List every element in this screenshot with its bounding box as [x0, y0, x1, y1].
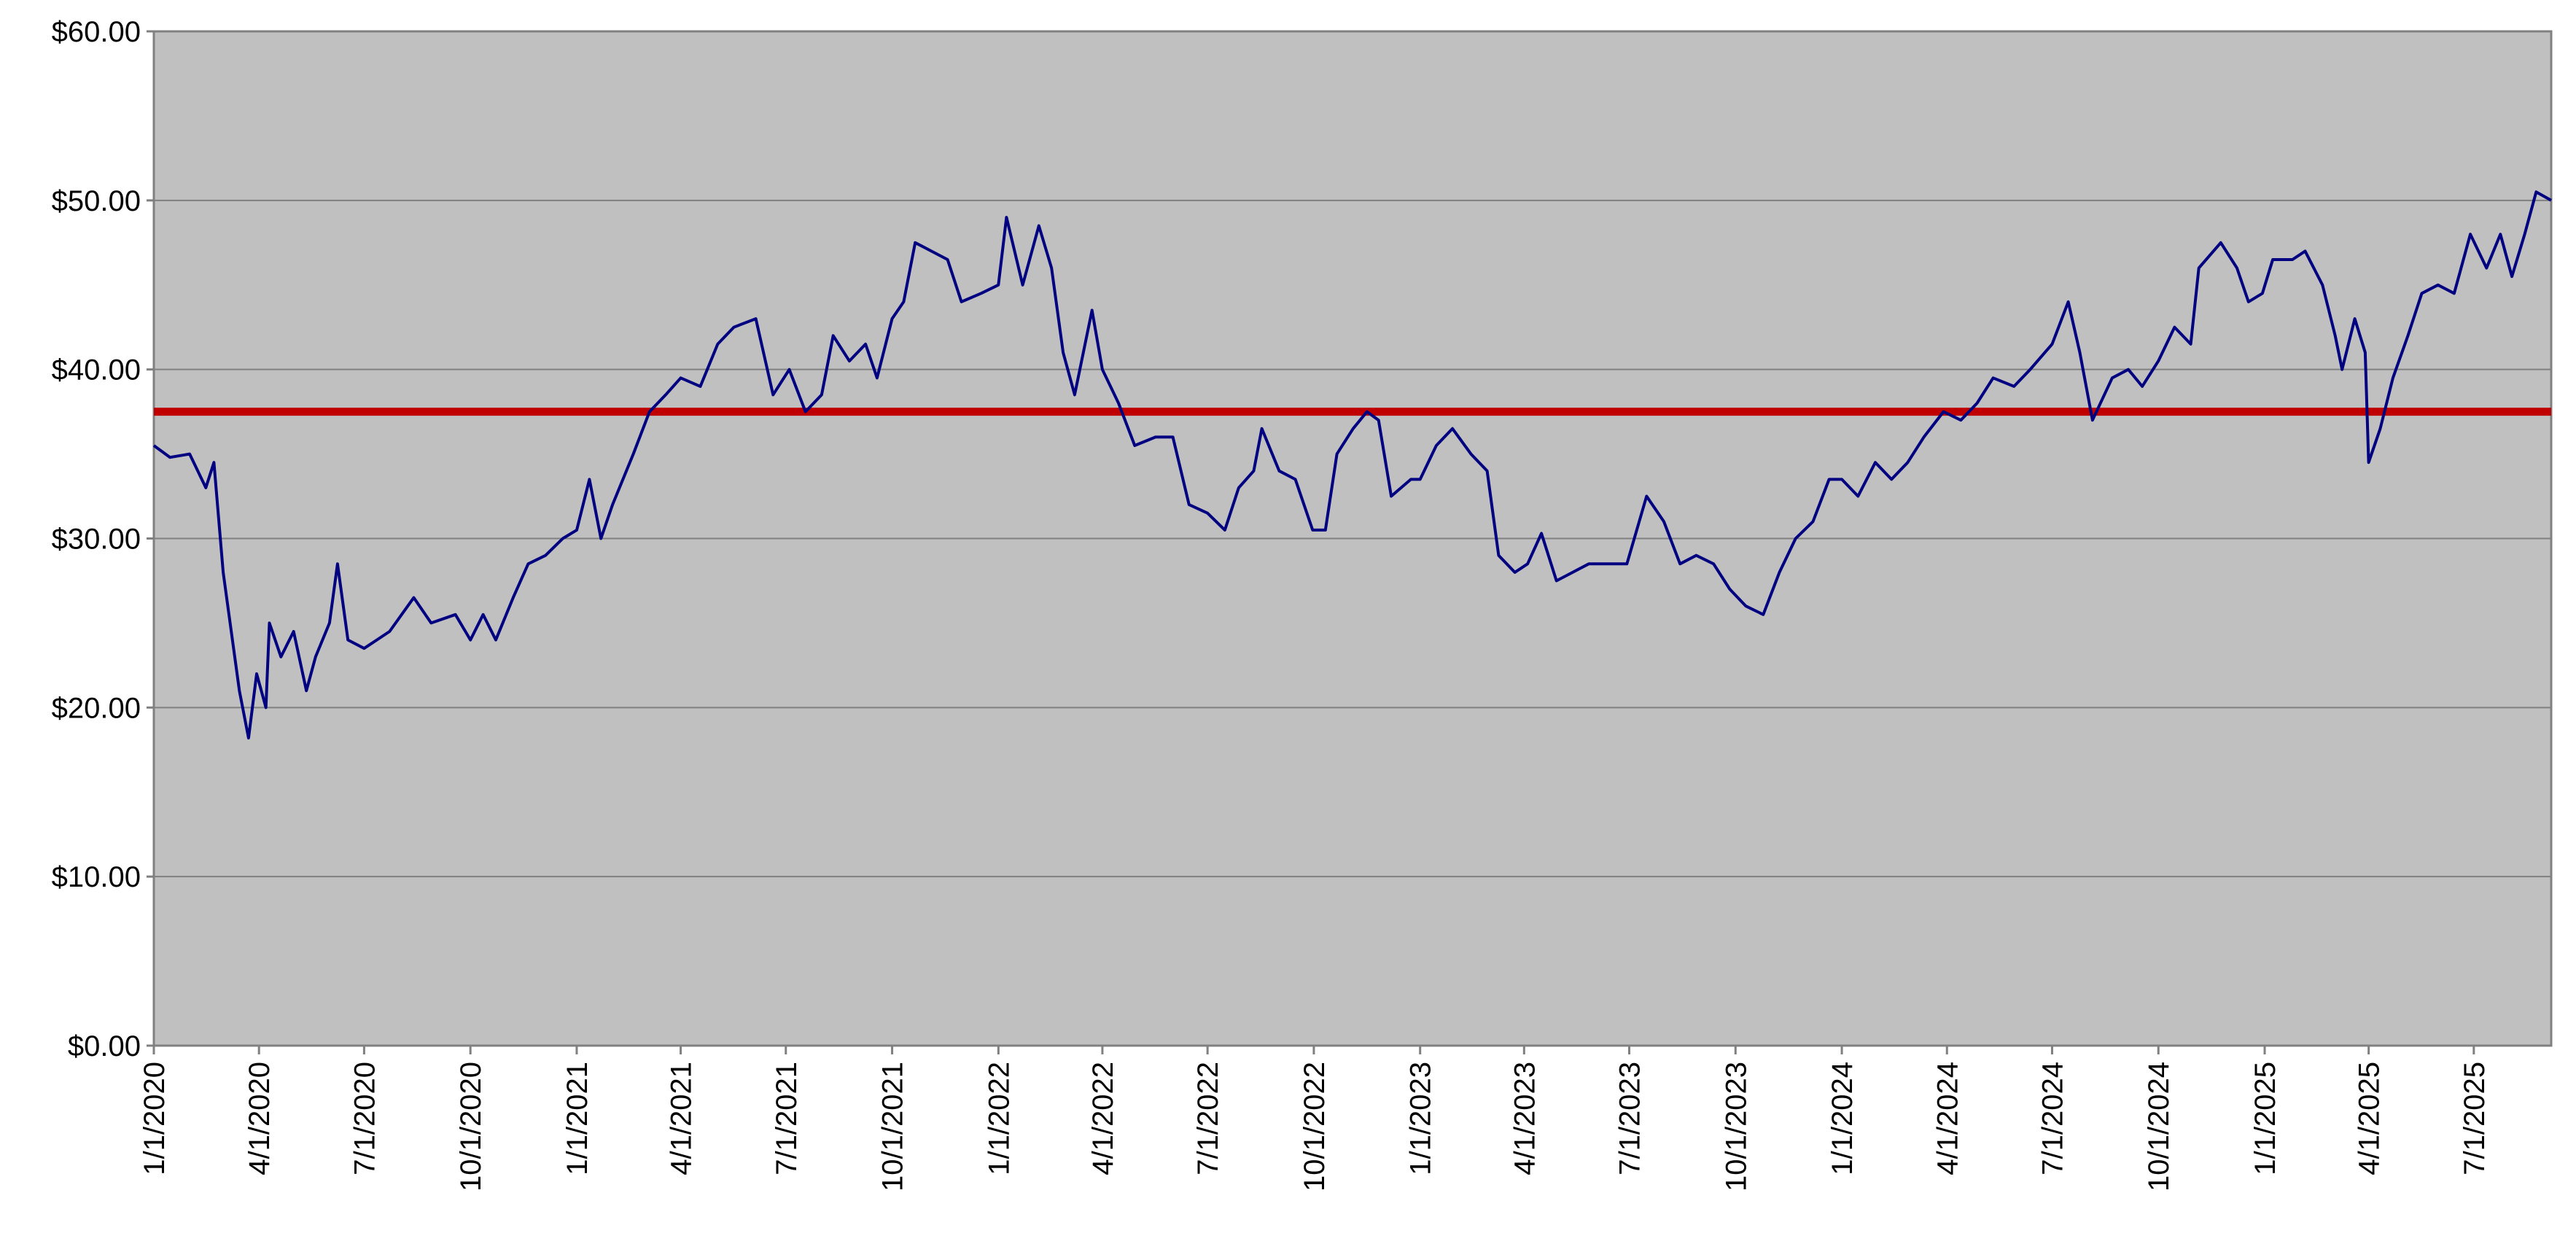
x-tick-label: 4/1/2020	[244, 1062, 276, 1175]
x-tick-label: 1/1/2025	[2249, 1062, 2281, 1175]
x-tick-label: 10/1/2023	[1720, 1062, 1752, 1191]
x-tick-label: 4/1/2023	[1509, 1062, 1541, 1175]
x-tick-label: 4/1/2022	[1087, 1062, 1119, 1175]
x-tick-label: 7/1/2025	[2459, 1062, 2491, 1175]
x-tick-label: 10/1/2020	[455, 1062, 487, 1191]
x-tick-label: 10/1/2022	[1299, 1062, 1331, 1191]
price-line	[152, 190, 2552, 740]
x-tick-label: 1/1/2023	[1405, 1062, 1437, 1175]
y-tick-label: $20.00	[52, 692, 141, 724]
y-tick-label: $10.00	[52, 861, 141, 893]
y-tick-label: $60.00	[52, 16, 141, 48]
x-tick-label: 7/1/2023	[1614, 1062, 1646, 1175]
x-tick-label: 1/1/2020	[139, 1062, 171, 1175]
y-tick-label: $30.00	[52, 524, 141, 556]
y-tick-label: $0.00	[68, 1030, 141, 1062]
x-tick-label: 4/1/2024	[1931, 1062, 1964, 1175]
x-tick-label: 10/1/2021	[877, 1062, 909, 1191]
x-tick-label: 7/1/2024	[2036, 1062, 2069, 1175]
x-tick-label: 7/1/2020	[349, 1062, 381, 1175]
x-tick-label: 1/1/2021	[561, 1062, 594, 1175]
x-tick-label: 1/1/2022	[983, 1062, 1015, 1175]
y-tick-label: $40.00	[52, 354, 141, 386]
x-tick-label: 4/1/2025	[2354, 1062, 2386, 1175]
x-tick-label: 7/1/2022	[1192, 1062, 1224, 1175]
x-tick-label: 4/1/2021	[666, 1062, 698, 1175]
x-tick-label: 7/1/2021	[771, 1062, 803, 1175]
x-tick-label: 10/1/2024	[2143, 1062, 2175, 1191]
x-tick-label: 1/1/2024	[1826, 1062, 1859, 1175]
y-tick-label: $50.00	[52, 185, 141, 217]
